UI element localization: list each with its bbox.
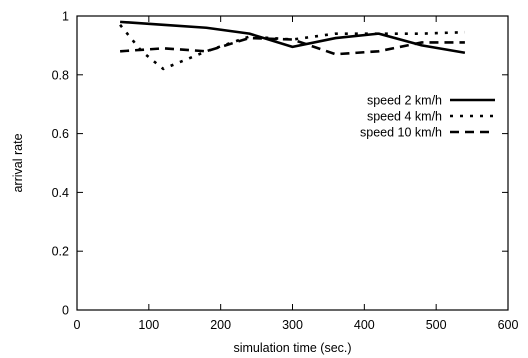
y-tick-label: 0.4 [52, 186, 69, 200]
x-tick-label: 200 [210, 318, 231, 332]
series-line-solid [120, 20, 466, 55]
x-axis-label: simulation time (sec.) [233, 341, 351, 355]
series-line-dashed [120, 36, 465, 56]
y-tick-label: 0.2 [52, 245, 69, 259]
y-tick-label: 0 [62, 304, 69, 318]
legend-label: speed 4 km/h [367, 110, 442, 124]
plot-frame-layer [76, 15, 509, 311]
y-tick-label: 0.8 [52, 68, 69, 82]
y-tick-label: 1 [62, 10, 69, 24]
y-tick-label: 0.6 [52, 127, 69, 141]
series-layer [119, 20, 466, 71]
x-tick-label: 300 [282, 318, 303, 332]
x-tick-label: 600 [498, 318, 519, 332]
x-tick-label: 100 [138, 318, 159, 332]
x-tick-label: 0 [74, 318, 81, 332]
legend: speed 2 km/h speed 4 km/h speed 10 km/h [360, 94, 495, 140]
legend-label: speed 2 km/h [367, 94, 442, 108]
y-axis-label: arrival rate [11, 133, 25, 192]
legend-label: speed 10 km/h [360, 126, 442, 140]
x-tick-label: 500 [426, 318, 447, 332]
x-tick-label: 400 [354, 318, 375, 332]
tick-layer: 0 100 200 300 400 500 600 0 0.2 0.4 0.6 0.8 1 [52, 10, 519, 333]
plot-area-frame [76, 15, 509, 311]
